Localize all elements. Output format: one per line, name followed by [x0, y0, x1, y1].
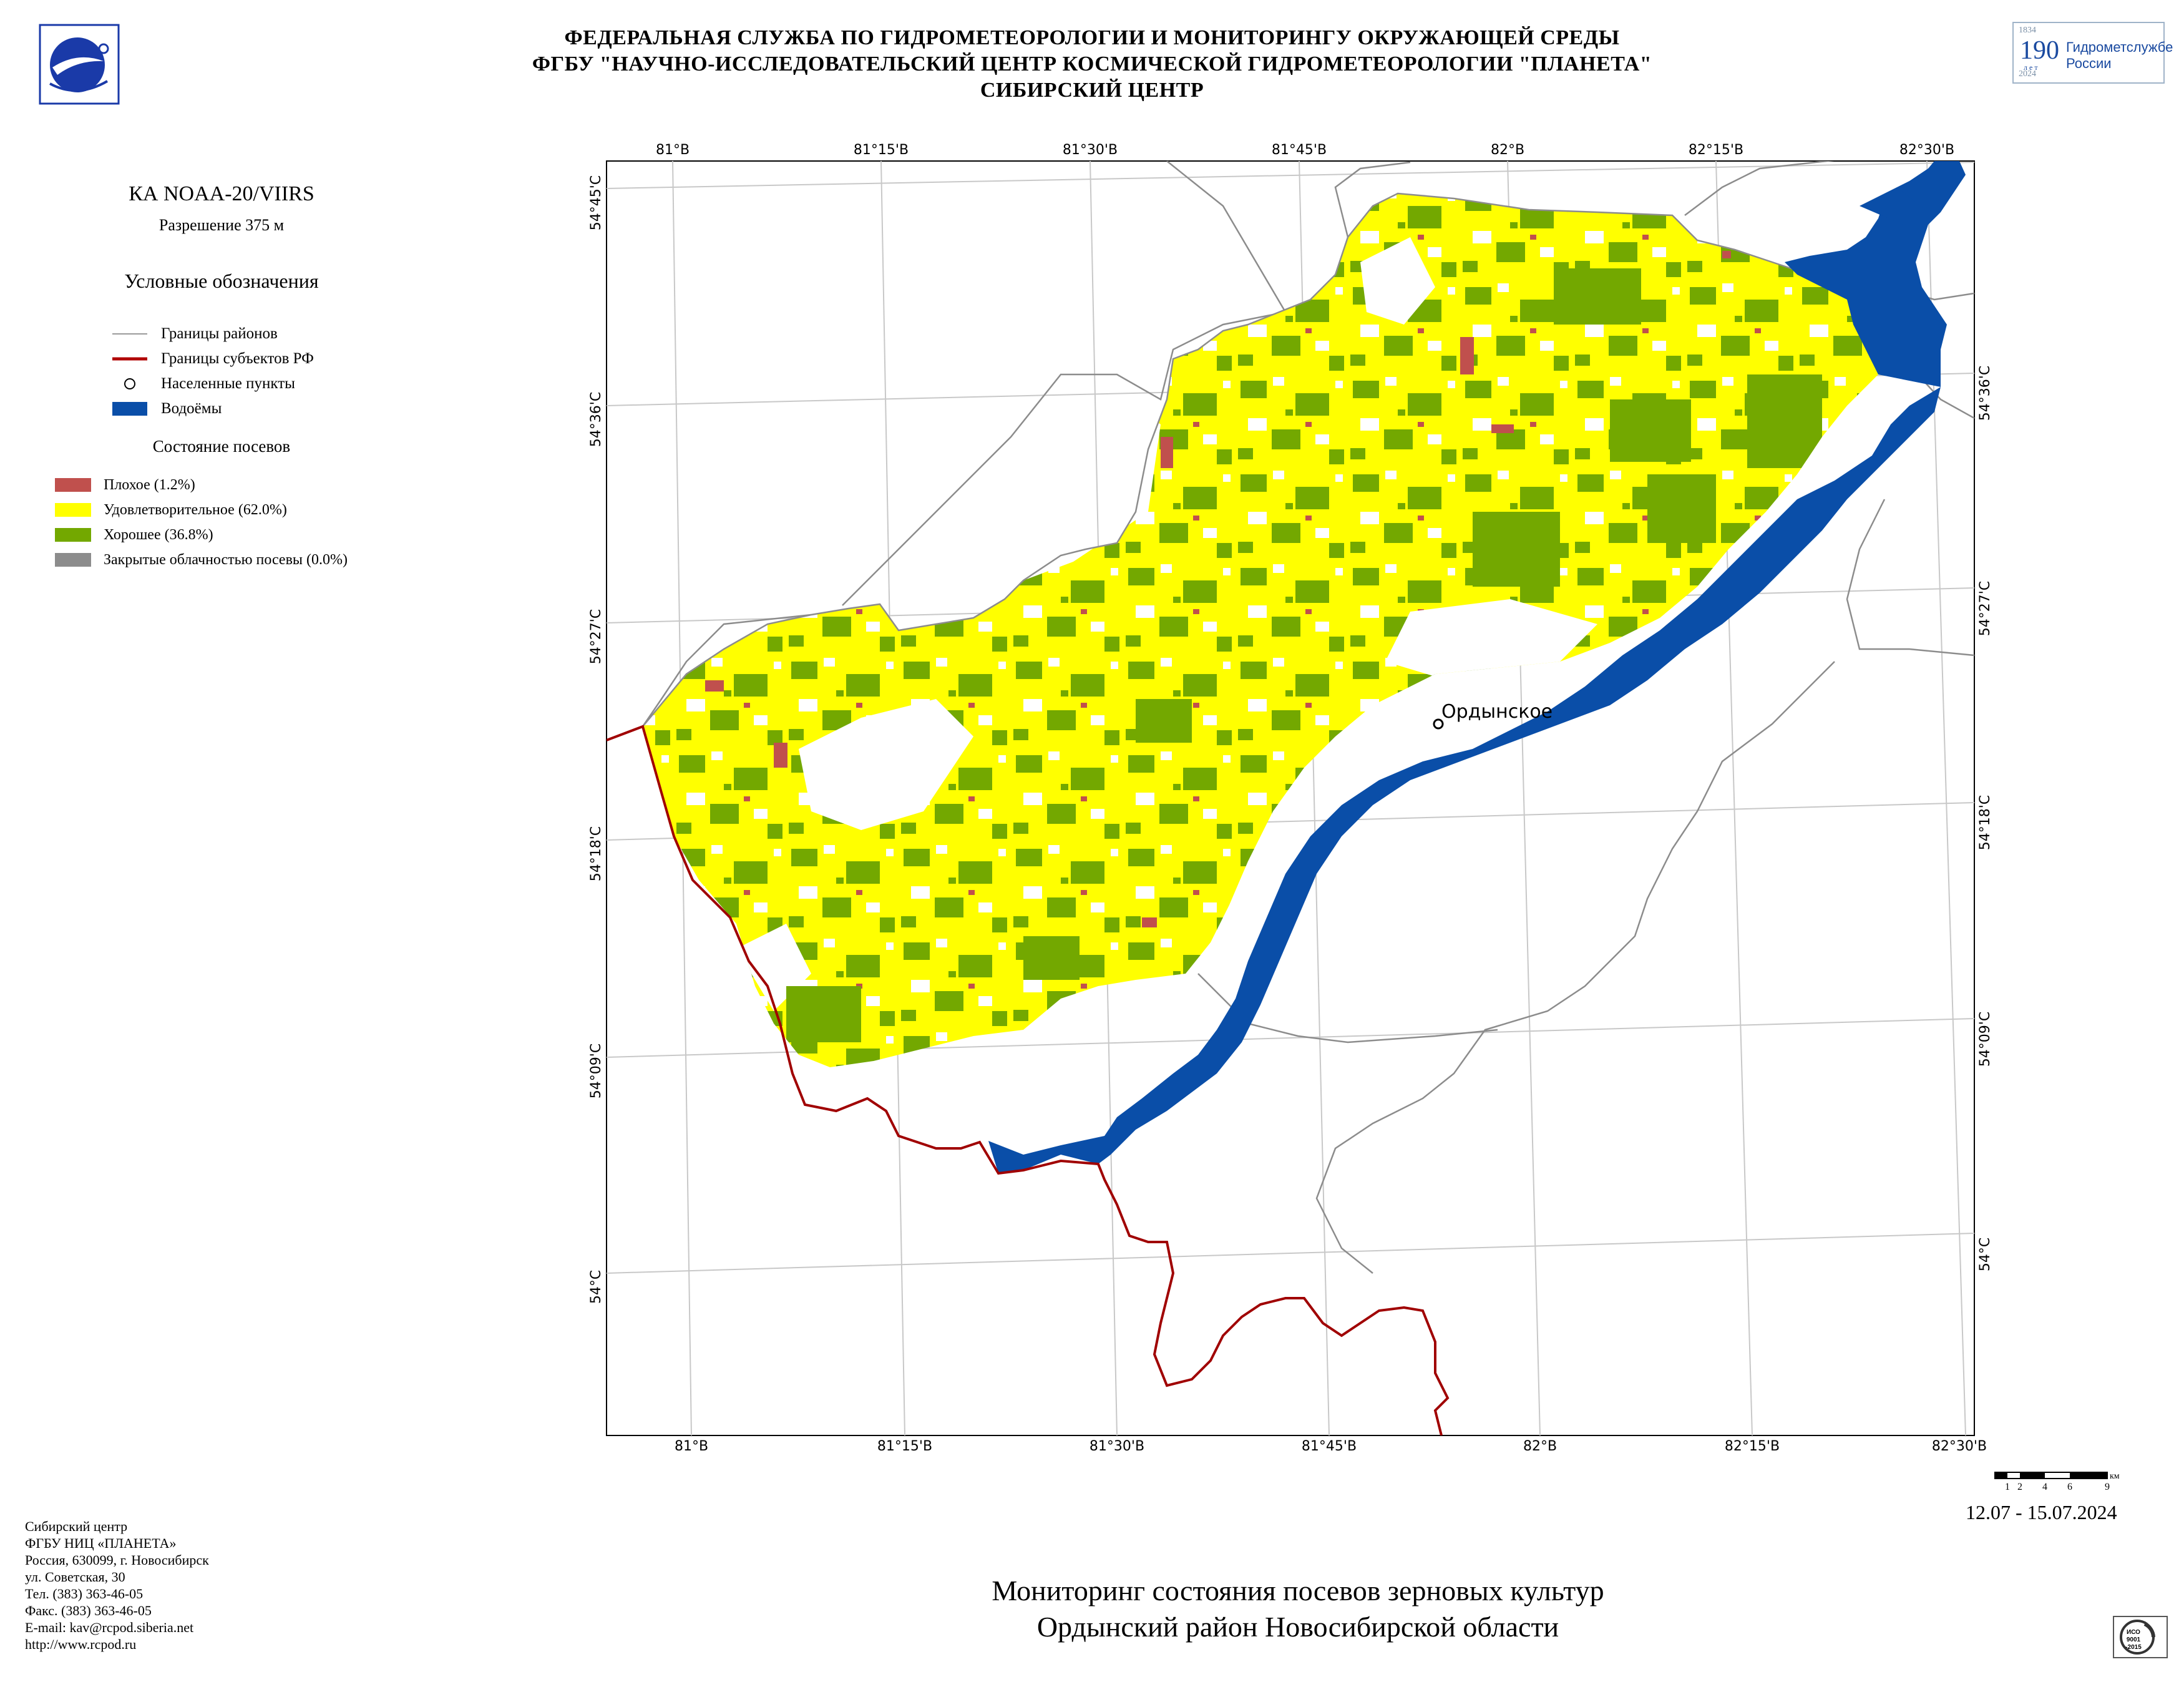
tick-label: 54°18'С — [588, 826, 604, 881]
legend-label: Границы районов — [161, 325, 278, 342]
address-line: E-mail: kav@rcpod.siberia.net — [25, 1620, 194, 1635]
tick-label: 54°36'С — [588, 392, 604, 447]
badge-number: 190 — [2020, 36, 2059, 65]
crop-class-label: Удовлетворительное (62.0%) — [104, 502, 287, 518]
header: ФЕДЕРАЛЬНАЯ СЛУЖБА ПО ГИДРОМЕТЕОРОЛОГИИ … — [499, 25, 1685, 104]
address-line: ул. Советская, 30 — [25, 1569, 125, 1585]
scale-label: 2 — [2017, 1482, 2022, 1492]
tick-label: 81°В — [656, 142, 690, 158]
tick-label: 81°15'В — [877, 1439, 932, 1454]
poor-swatch-icon — [55, 478, 91, 492]
satellite-title: КА NOAA-20/VIIRS — [129, 182, 314, 205]
legend-label: Водоёмы — [161, 400, 222, 417]
crop-class-label: Плохое (1.2%) — [104, 477, 195, 493]
legend-title: Условные обозначения — [124, 270, 319, 292]
tick-label: 81°30'В — [1090, 1439, 1144, 1454]
tick-label: 82°30'В — [1932, 1439, 1987, 1454]
tick-label: 54°09'С — [1977, 1012, 1993, 1067]
address-line: http://www.rcpod.ru — [25, 1636, 137, 1652]
left-latitude-labels: 54°45'С 54°36'С 54°27'С 54°18'С 54°09'С … — [588, 175, 604, 1304]
header-line-1: ФЕДЕРАЛЬНАЯ СЛУЖБА ПО ГИДРОМЕТЕОРОЛОГИИ … — [564, 26, 1620, 49]
settlement-label: Ордынское — [1441, 701, 1553, 723]
legend-label: Населенные пункты — [161, 375, 295, 392]
satisfactory-swatch-icon — [55, 503, 91, 517]
badge-year-from: 1834 — [2019, 26, 2036, 35]
address-line: Россия, 630099, г. Новосибирск — [25, 1552, 209, 1568]
address-line: Факс. (383) 363-46-05 — [25, 1603, 152, 1618]
planeta-logo-icon — [39, 24, 120, 105]
tick-label: 82°15'В — [1689, 142, 1743, 158]
crop-state-title: Состояние посевов — [152, 437, 291, 456]
address-line: Тел. (383) 363-46-05 — [25, 1586, 144, 1601]
iso-text: -2015 — [2125, 1644, 2142, 1651]
crop-class-label: Закрытые облачностью посевы (0.0%) — [104, 552, 348, 568]
right-latitude-labels: 54°36'С 54°27'С 54°18'С 54°09'С 54°С — [1977, 366, 1993, 1271]
tick-label: 81°30'В — [1063, 142, 1118, 158]
tick-label: 82°15'В — [1725, 1439, 1780, 1454]
tick-label: 54°45'С — [588, 175, 604, 230]
tick-label: 82°В — [1523, 1439, 1557, 1454]
tick-label: 54°18'С — [1977, 795, 1993, 850]
address-line: Сибирский центр — [25, 1518, 128, 1534]
tick-label: 82°В — [1491, 142, 1524, 158]
water-box-icon — [112, 402, 147, 416]
top-longitude-labels: 81°В 81°15'В 81°30'В 81°45'В 82°В 82°15'… — [656, 142, 1954, 158]
bottom-longitude-labels: 81°В 81°15'В 81°30'В 81°45'В 82°В 82°15'… — [675, 1439, 1987, 1454]
badge-text-1: Гидрометслужбе — [2066, 39, 2173, 55]
scale-bar: 1 2 4 6 9 км — [1994, 1472, 2120, 1492]
tick-label: 81°45'В — [1272, 142, 1327, 158]
scale-label: 6 — [2067, 1482, 2072, 1492]
thick-line-icon — [112, 357, 147, 361]
badge-year-to: 2024 — [2019, 69, 2036, 79]
crop-class-label: Хорошее (36.8%) — [104, 527, 213, 543]
district-outline — [642, 192, 1873, 727]
iso-badge-icon: ИСО 9001 -2015 — [2113, 1616, 2168, 1658]
map-title-line-1: Мониторинг состояния посевов зерновых ку… — [992, 1575, 1604, 1606]
badge-text-2: России — [2066, 56, 2112, 71]
resolution-text: Разрешение 375 м — [158, 216, 285, 234]
tick-label: 54°09'С — [588, 1044, 604, 1098]
settlement-marker-icon — [1433, 718, 1444, 730]
tick-label: 54°С — [1977, 1238, 1993, 1271]
circle-icon — [124, 378, 135, 389]
tick-label: 54°С — [588, 1270, 604, 1304]
tick-label: 54°27'С — [1977, 581, 1993, 636]
reservoir-arm — [1860, 187, 1928, 225]
tick-label: 54°36'С — [1977, 366, 1993, 421]
tick-label: 81°В — [675, 1439, 708, 1454]
map-title: Мониторинг состояния посевов зерновых ку… — [842, 1573, 1753, 1645]
iso-text: ИСО — [2127, 1629, 2140, 1636]
scale-unit: км — [2110, 1472, 2120, 1481]
anniversary-badge: 1834 190 л е т 2024 Гидрометслужбе Росси… — [2012, 22, 2173, 84]
footer-address: Сибирский центр ФГБУ НИЦ «ПЛАНЕТА» Росси… — [25, 1518, 209, 1653]
reservoir-water — [988, 161, 1966, 1173]
scale-label: 9 — [2105, 1482, 2110, 1492]
address-line: ФГБУ НИЦ «ПЛАНЕТА» — [25, 1535, 177, 1551]
tick-label: 54°27'С — [588, 609, 604, 664]
thin-line-icon — [112, 333, 147, 335]
scale-label: 4 — [2042, 1482, 2047, 1492]
good-swatch-icon — [55, 528, 91, 542]
header-line-3: СИБИРСКИЙ ЦЕНТР — [980, 79, 1204, 102]
tick-label: 82°30'В — [1899, 142, 1954, 158]
header-line-2: ФГБУ "НАУЧНО-ИССЛЕДОВАТЕЛЬСКИЙ ЦЕНТР КОС… — [532, 52, 1652, 76]
region-border — [607, 725, 1450, 1435]
map-title-line-2: Ордынский район Новосибирской области — [1036, 1611, 1559, 1643]
tick-label: 81°15'В — [854, 142, 909, 158]
tick-label: 81°45'В — [1302, 1439, 1357, 1454]
date-range: 12.07 - 15.07.2024 — [1966, 1501, 2117, 1523]
iso-text: 9001 — [2127, 1636, 2141, 1643]
scale-label: 1 — [2005, 1482, 2010, 1492]
badge-unit: л е т — [2024, 63, 2038, 72]
cloud-swatch-icon — [55, 553, 91, 567]
legend-label: Границы субъектов РФ — [161, 350, 314, 367]
